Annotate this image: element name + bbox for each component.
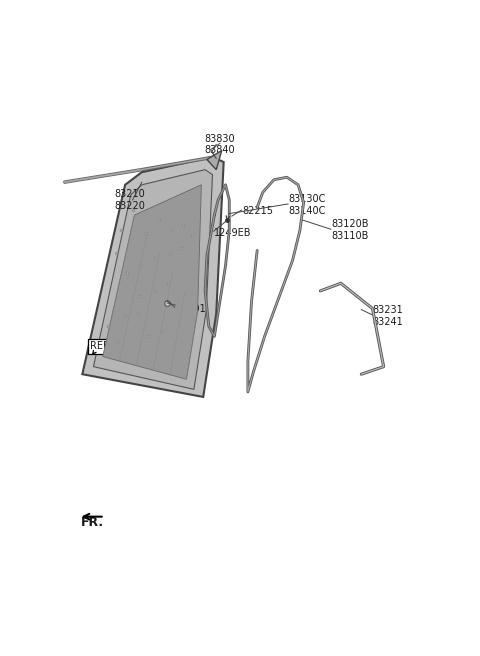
Polygon shape bbox=[207, 150, 222, 170]
Text: 82215: 82215 bbox=[242, 206, 273, 216]
Text: 82191: 82191 bbox=[175, 304, 206, 314]
Polygon shape bbox=[94, 170, 213, 390]
Text: 83830
83840: 83830 83840 bbox=[204, 134, 235, 155]
Text: 83120B
83110B: 83120B 83110B bbox=[332, 220, 369, 241]
Polygon shape bbox=[83, 157, 224, 397]
Text: REF.60-770: REF.60-770 bbox=[90, 341, 145, 352]
Text: 83210
83220: 83210 83220 bbox=[114, 189, 145, 211]
Text: 83231
83241: 83231 83241 bbox=[372, 305, 403, 327]
Text: FR.: FR. bbox=[81, 516, 104, 529]
Text: 83130C
83140C: 83130C 83140C bbox=[289, 194, 326, 216]
Text: 1249EB: 1249EB bbox=[215, 228, 252, 237]
Polygon shape bbox=[103, 185, 202, 379]
